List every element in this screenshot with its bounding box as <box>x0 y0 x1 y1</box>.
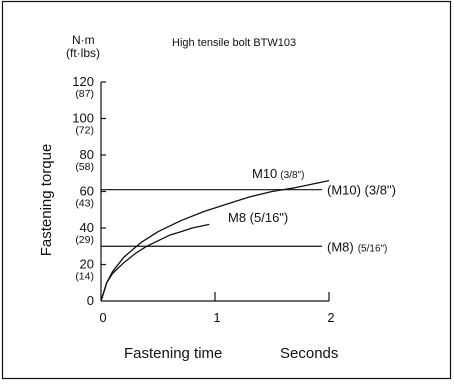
y-tick-sublabel: (87) <box>75 88 94 100</box>
y-tick-sublabel: (72) <box>75 125 94 137</box>
y-unit-sub: (ft·lbs) <box>66 46 100 60</box>
series-label: M8 (5/16") <box>228 210 288 225</box>
x-tick-label: 2 <box>327 310 334 325</box>
series-line <box>100 179 330 302</box>
y-tick-label: 60 <box>80 184 94 199</box>
series-name: M8 (5/16") <box>228 210 288 225</box>
series-name-suffix: (3/8") <box>280 170 304 181</box>
y-tick-label: 20 <box>80 257 94 272</box>
x-axis-unit: Seconds <box>280 345 338 362</box>
reference-line-name: (M10) (3/8") <box>327 183 396 198</box>
y-tick-label: 120 <box>72 74 94 89</box>
x-tick-label: 0 <box>99 310 106 325</box>
series-name: M10 <box>252 166 277 181</box>
series-label: M10 (3/8") <box>252 166 304 181</box>
series-line <box>100 223 210 302</box>
reference-line-name: (M8) <box>327 239 354 254</box>
y-tick-sublabel: (58) <box>75 161 94 173</box>
y-tick-label: 100 <box>72 111 94 126</box>
reference-line-label: (M10) (3/8") <box>327 183 396 198</box>
y-tick-sublabel: (14) <box>75 271 94 283</box>
y-ticks: 0 20(14) 40(29) 60(43) 80(58) 100(72) 120(87) <box>72 74 106 308</box>
reference-line-suffix: (5/16") <box>358 243 388 254</box>
chart-border <box>1 0 452 380</box>
y-tick-label: 40 <box>80 220 94 235</box>
y-tick-label: 80 <box>80 147 94 162</box>
x-tick-label: 1 <box>213 310 220 325</box>
y-tick-sublabel: (29) <box>75 234 94 246</box>
chart-title: High tensile bolt BTW103 <box>172 37 296 49</box>
y-tick-label: 0 <box>87 293 94 308</box>
y-axis-label: Fastening torque <box>38 144 55 257</box>
x-ticks: 0 1 2 <box>99 292 335 325</box>
y-unit-main: N·m <box>72 33 95 47</box>
reference-line-label: (M8) (5/16") <box>327 239 387 254</box>
x-axis-label: Fastening time <box>124 345 222 362</box>
series-group: M10 (3/8") M8 (5/16") <box>100 166 330 302</box>
y-tick-sublabel: (43) <box>75 198 94 210</box>
